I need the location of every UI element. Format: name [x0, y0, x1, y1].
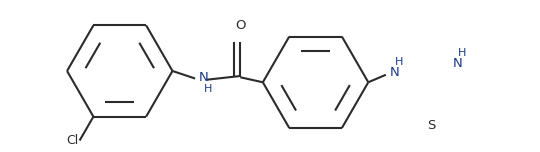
- Text: S: S: [427, 119, 435, 132]
- Text: N: N: [199, 71, 208, 84]
- Text: H: H: [204, 84, 212, 93]
- Text: H: H: [395, 57, 403, 67]
- Text: H: H: [457, 48, 466, 58]
- Text: Cl: Cl: [66, 134, 78, 147]
- Text: N: N: [390, 66, 400, 79]
- Text: N: N: [453, 57, 462, 70]
- Text: O: O: [235, 19, 246, 32]
